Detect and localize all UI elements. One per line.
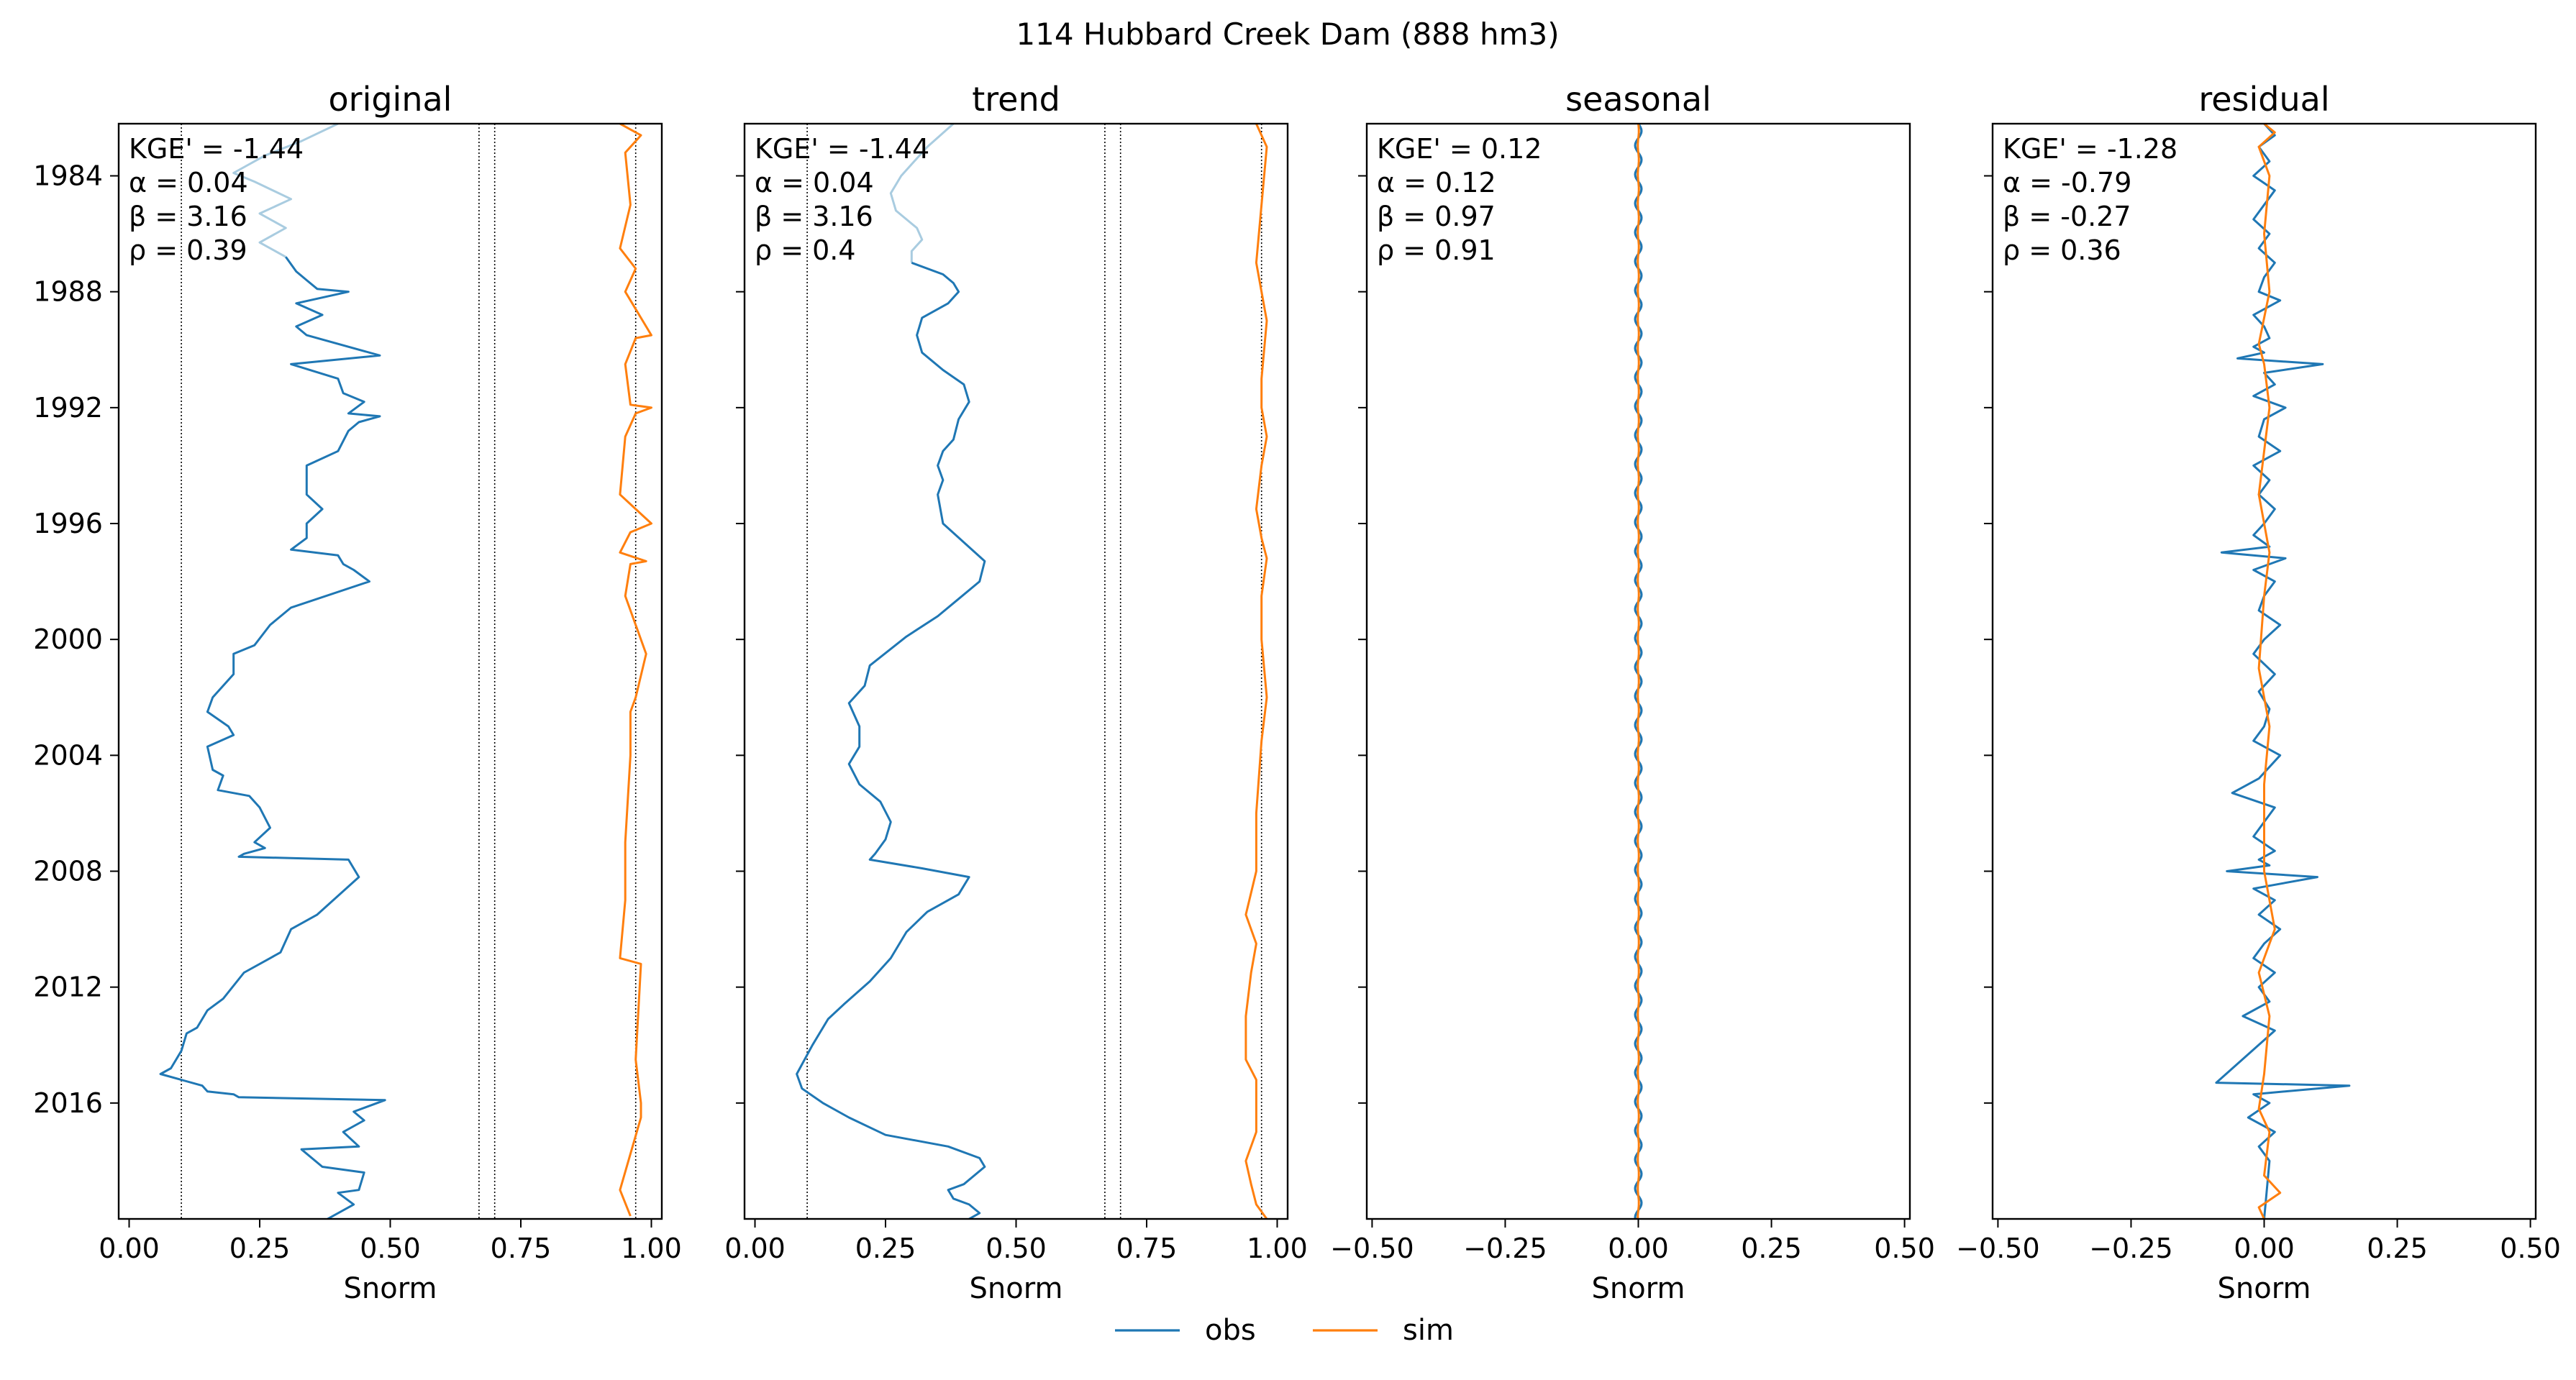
- y-tick-label: 1992: [33, 392, 103, 424]
- y-tick-label: 2012: [33, 972, 103, 1003]
- x-tick-label: 0.00: [724, 1233, 786, 1264]
- x-tick-label: 0.50: [2500, 1233, 2561, 1264]
- stat-label: β = -0.27: [2003, 201, 2131, 232]
- x-tick-label: 0.75: [1116, 1233, 1178, 1264]
- x-tick-label: −0.25: [1463, 1233, 1547, 1264]
- x-tick-label: 0.75: [491, 1233, 552, 1264]
- subplot-seasonal: seasonal KGE' = 0.12α = 0.12β = 0.97ρ = 0…: [1330, 80, 1935, 1305]
- stat-label: ρ = 0.36: [2003, 234, 2121, 266]
- stat-label: KGE' = -1.44: [129, 133, 304, 165]
- x-tick-label: 0.00: [2234, 1233, 2295, 1264]
- x-axis-label: Snorm: [970, 1272, 1063, 1305]
- series-line-obs: [2215, 124, 2351, 1219]
- series-line-obs: [796, 261, 986, 1219]
- axes-frame: [1991, 122, 2537, 1220]
- series-line-sim: [1637, 124, 1640, 1219]
- x-tick-label: 0.25: [1741, 1233, 1802, 1264]
- series-line-sim: [619, 124, 652, 1217]
- stat-label: KGE' = -1.44: [755, 133, 929, 165]
- x-tick-label: 0.00: [99, 1233, 160, 1264]
- axes-frame: [117, 122, 663, 1220]
- x-tick-label: 0.25: [229, 1233, 291, 1264]
- plot-area: [2215, 124, 2351, 1219]
- x-tick-label: 0.50: [1874, 1233, 1935, 1264]
- subplot-title: residual: [2198, 80, 2329, 119]
- subplot-trend: trend KGE' = -1.44α = 0.04β = 3.16ρ = 0.4…: [724, 80, 1308, 1305]
- x-tick-label: 0.25: [855, 1233, 916, 1264]
- stat-label: α = 0.04: [129, 167, 248, 198]
- subplot-original: original KGE' = -1.44α = 0.04β = 3.16ρ = …: [33, 80, 682, 1305]
- plot-area: [796, 124, 1268, 1219]
- figure-legend: obs sim: [1115, 1314, 1454, 1347]
- legend-label-sim: sim: [1403, 1314, 1454, 1347]
- y-tick-label: 1988: [33, 276, 103, 308]
- stat-label: ρ = 0.39: [129, 234, 247, 266]
- stat-label: β = 3.16: [755, 201, 873, 232]
- stat-label: α = 0.04: [755, 167, 874, 198]
- x-tick-label: 0.50: [360, 1233, 421, 1264]
- x-axis-label: Snorm: [2218, 1272, 2311, 1305]
- y-tick-label: 2004: [33, 739, 103, 771]
- plot-area: [159, 124, 652, 1219]
- series-line-obs: [159, 256, 386, 1219]
- plot-area: [1634, 124, 1643, 1219]
- legend-label-obs: obs: [1205, 1314, 1256, 1347]
- x-tick-label: 0.50: [986, 1233, 1047, 1264]
- y-tick-label: 1996: [33, 508, 103, 539]
- subplot-title: trend: [972, 80, 1060, 119]
- x-tick-label: 1.00: [1247, 1233, 1308, 1264]
- x-tick-label: 0.25: [2367, 1233, 2428, 1264]
- stat-label: KGE' = 0.12: [1377, 133, 1542, 165]
- x-tick-label: 1.00: [621, 1233, 682, 1264]
- subplot-residual: residual KGE' = -1.28α = -0.79β = -0.27ρ …: [1956, 80, 2561, 1305]
- y-tick-label: 2016: [33, 1087, 103, 1119]
- stat-label: ρ = 0.91: [1377, 234, 1496, 266]
- x-axis-label: Snorm: [1592, 1272, 1685, 1305]
- x-tick-label: −0.50: [1330, 1233, 1414, 1264]
- stat-label: β = 3.16: [129, 201, 247, 232]
- y-tick-label: 2000: [33, 623, 103, 655]
- x-tick-label: −0.50: [1956, 1233, 2039, 1264]
- stat-label: ρ = 0.4: [755, 234, 856, 266]
- series-line-obs: [889, 124, 955, 263]
- figure-suptitle: 114 Hubbard Creek Dam (888 hm3): [1016, 17, 1559, 52]
- series-line-sim: [1244, 124, 1268, 1219]
- stat-label: α = -0.79: [2003, 167, 2131, 198]
- stat-label: KGE' = -1.28: [2003, 133, 2177, 165]
- series-line-obs: [232, 124, 339, 258]
- series-line-sim: [2257, 124, 2282, 1219]
- y-tick-label: 2008: [33, 856, 103, 887]
- stat-label: α = 0.12: [1377, 167, 1496, 198]
- subplot-title: original: [329, 80, 452, 119]
- x-axis-label: Snorm: [344, 1272, 437, 1305]
- x-tick-label: −0.25: [2089, 1233, 2172, 1264]
- x-tick-label: 0.00: [1608, 1233, 1669, 1264]
- y-tick-label: 1984: [33, 160, 103, 192]
- subplot-title: seasonal: [1565, 80, 1711, 119]
- axes-frame: [743, 122, 1289, 1220]
- stat-label: β = 0.97: [1377, 201, 1496, 232]
